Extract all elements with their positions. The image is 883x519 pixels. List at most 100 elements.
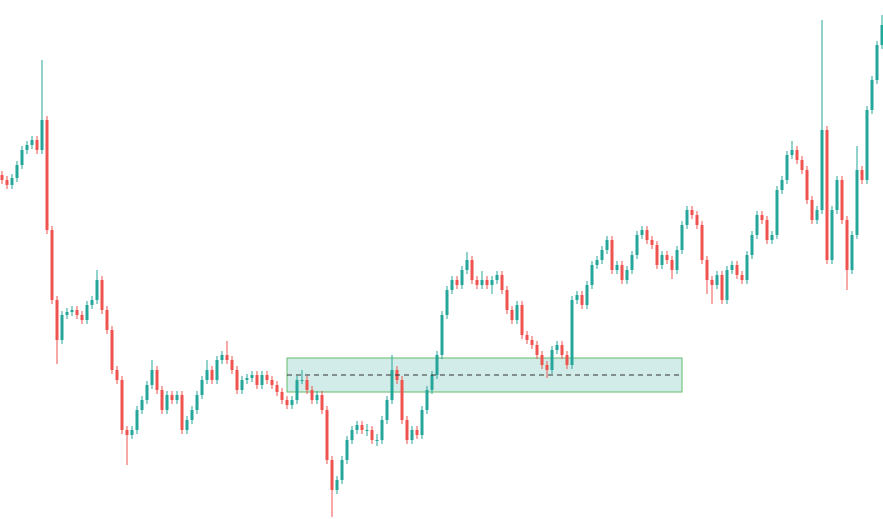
candle-body (785, 155, 789, 180)
candle-body (485, 280, 489, 285)
candle-body (300, 380, 304, 381)
candle-body (510, 310, 514, 320)
candle-body (755, 215, 759, 235)
candle-body (705, 260, 709, 280)
candle-body (215, 360, 219, 380)
candle-body (110, 330, 114, 370)
candle-body (880, 25, 883, 45)
candle-body (345, 440, 349, 460)
candle-body (410, 430, 414, 440)
candle-body (515, 305, 519, 320)
candle-body (480, 280, 484, 285)
candle-body (105, 310, 109, 330)
candle-body (420, 410, 424, 435)
candle-body (845, 220, 849, 270)
candle-body (310, 390, 314, 400)
candle-body (320, 395, 324, 410)
candle-body (100, 280, 104, 310)
candle-body (820, 130, 824, 210)
candle-body (330, 460, 334, 490)
candle-body (580, 295, 584, 305)
candle-body (270, 380, 274, 385)
candle-body (25, 145, 29, 150)
candle-body (130, 430, 134, 435)
candle-body (440, 315, 444, 355)
candle-body (640, 230, 644, 235)
candle-body (645, 230, 649, 240)
candle-body (415, 430, 419, 435)
candle-body (250, 375, 254, 378)
candle-body (525, 335, 529, 340)
candle-body (780, 180, 784, 190)
candle-body (685, 210, 689, 225)
candle-body (370, 430, 374, 440)
candle-body (305, 380, 309, 390)
candle-body (740, 275, 744, 280)
candle-body (35, 140, 39, 150)
candle-body (435, 355, 439, 375)
candle-body (540, 355, 544, 365)
candle-body (260, 375, 264, 385)
candle-body (390, 370, 394, 400)
candle-body (445, 290, 449, 315)
candle-body (825, 130, 829, 260)
candle-body (265, 375, 269, 380)
candle-body (375, 440, 379, 441)
candle-body (770, 235, 774, 240)
candle-body (665, 255, 669, 260)
candle-body (650, 240, 654, 245)
candle-body (170, 395, 174, 400)
candle-body (570, 300, 574, 365)
candle-body (350, 430, 354, 440)
candle-body (815, 210, 819, 220)
candle-body (195, 395, 199, 410)
candle-body (875, 45, 879, 80)
candle-body (335, 480, 339, 490)
candle-body (655, 245, 659, 265)
candle-body (340, 460, 344, 480)
candle-body (805, 170, 809, 200)
candle-body (595, 260, 599, 265)
candle-body (45, 120, 49, 230)
candle-body (90, 300, 94, 305)
candle-body (500, 275, 504, 290)
candle-body (590, 265, 594, 285)
candle-body (285, 400, 289, 405)
candle-body (40, 120, 44, 150)
candle-body (555, 345, 559, 350)
candle-body (135, 410, 139, 430)
candle-body (315, 395, 319, 400)
candle-body (70, 310, 74, 312)
candle-body (5, 180, 9, 185)
candle-body (380, 420, 384, 440)
candle-body (630, 255, 634, 270)
candle-body (180, 395, 184, 430)
candle-body (830, 210, 834, 260)
candle-body (165, 395, 169, 410)
candle-body (140, 400, 144, 410)
candle-body (190, 410, 194, 420)
candle-body (550, 350, 554, 370)
candle-body (0, 175, 4, 180)
candle-body (430, 375, 434, 390)
candle-body (560, 345, 564, 355)
candle-body (635, 235, 639, 255)
candle-body (15, 165, 19, 178)
candle-body (565, 355, 569, 365)
candle-body (160, 390, 164, 410)
candle-body (690, 210, 694, 215)
candle-body (775, 190, 779, 235)
candle-body (735, 265, 739, 275)
candle-body (150, 370, 154, 385)
candle-body (615, 265, 619, 270)
candle-body (235, 370, 239, 390)
candle-body (280, 392, 284, 400)
candle-body (55, 300, 59, 340)
candle-body (50, 230, 54, 300)
candle-body (675, 250, 679, 270)
candle-body (520, 305, 524, 335)
candle-body (695, 215, 699, 225)
candle-body (275, 385, 279, 392)
candle-body (80, 315, 84, 320)
